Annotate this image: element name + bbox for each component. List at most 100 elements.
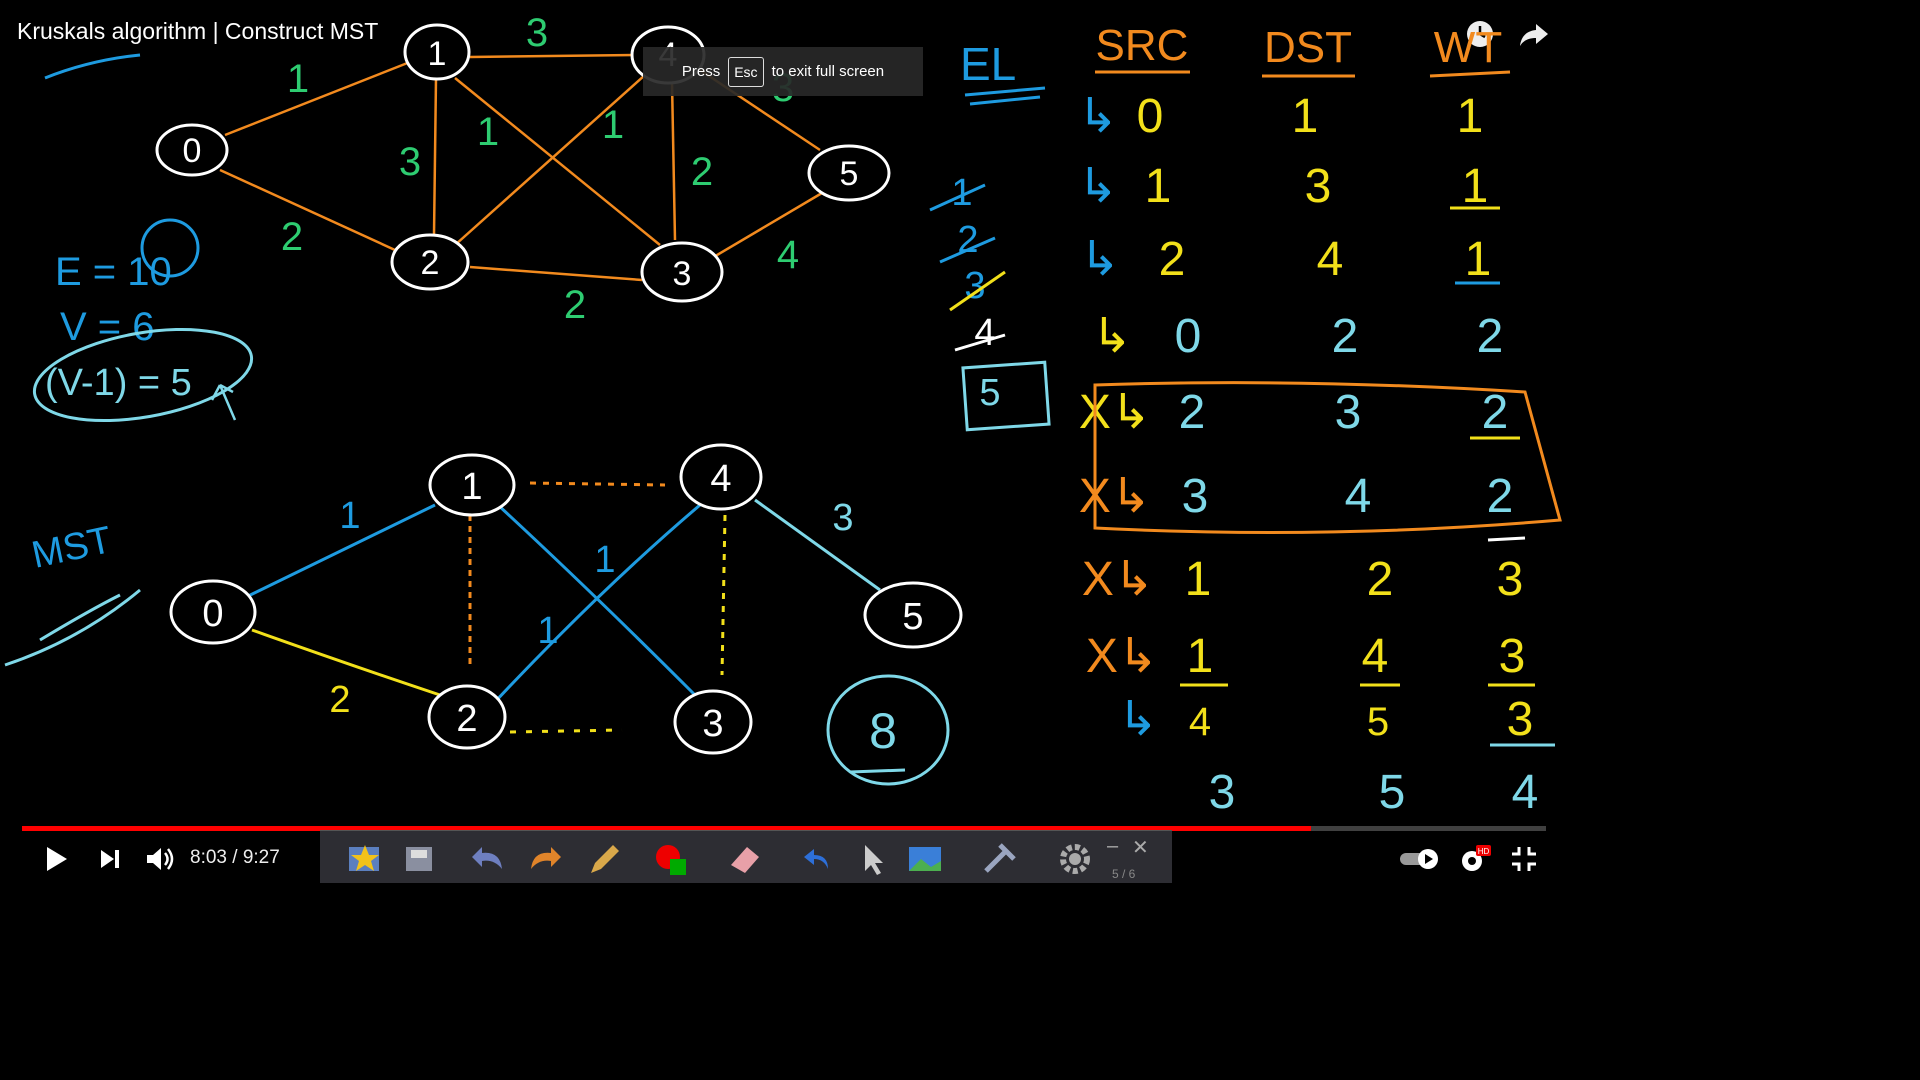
row-wt: 3 xyxy=(1499,630,1526,683)
row-src: 3 xyxy=(1209,766,1236,819)
row-wt: 1 xyxy=(1465,233,1492,286)
pen-tool-icon[interactable] xyxy=(585,841,625,877)
edge-weight: 2 xyxy=(564,283,586,327)
row-src: 1 xyxy=(1187,630,1214,683)
mst-total-circle xyxy=(826,674,950,786)
autoplay-toggle[interactable] xyxy=(1398,841,1442,877)
edge-weight: 3 xyxy=(399,140,421,184)
row-dst: 4 xyxy=(1362,630,1389,683)
top-node-2 xyxy=(390,233,470,291)
minimize-icon[interactable]: – xyxy=(1107,835,1119,857)
eraser-tool-icon[interactable] xyxy=(725,841,765,877)
mst-edge-weight: 1 xyxy=(339,495,360,537)
row-dst: 2 xyxy=(1367,553,1394,606)
edge-weight: 2 xyxy=(691,150,713,194)
row-dst: 5 xyxy=(1367,700,1389,744)
redo-arrow-icon[interactable] xyxy=(525,841,565,877)
drawing-toolbar: – ✕ 5 / 6 xyxy=(320,830,1172,883)
mst-node-4 xyxy=(679,443,763,511)
squiggle-top-left xyxy=(44,53,141,80)
color-picker-icon[interactable] xyxy=(652,841,692,877)
counter-item: 5 xyxy=(979,372,1000,414)
row-dst: 2 xyxy=(1332,310,1359,363)
row-wt: 3 xyxy=(1507,693,1534,746)
note-v: V = 6 xyxy=(60,305,155,349)
next-icon[interactable] xyxy=(92,841,128,877)
highlight-box xyxy=(1093,381,1562,534)
mst-label: MST xyxy=(28,519,115,577)
top-node-label: 0 xyxy=(183,132,202,170)
mst-node-label: 2 xyxy=(456,698,477,740)
image-tool-icon[interactable] xyxy=(905,841,945,877)
row-src: 3 xyxy=(1182,470,1209,523)
row-mark: ↳ xyxy=(1078,160,1118,213)
edge-list-label: EL xyxy=(960,38,1016,90)
edge-weight: 4 xyxy=(777,233,799,277)
row-wt: 2 xyxy=(1482,386,1509,439)
row-src: 2 xyxy=(1159,233,1186,286)
mst-squiggle xyxy=(4,588,141,667)
row-mark: ↳ xyxy=(1078,90,1118,143)
mst-node-label: 3 xyxy=(702,703,723,745)
header-dst: DST xyxy=(1264,23,1352,72)
undo-arrow-icon[interactable] xyxy=(470,841,510,877)
esc-key: Esc xyxy=(728,56,764,87)
fullscreen-toast: Press Esc to exit full screen xyxy=(643,47,923,96)
tools-icon[interactable] xyxy=(980,841,1020,877)
mst-total: 8 xyxy=(869,703,897,759)
note-e: E = 10 xyxy=(55,250,172,294)
top-node-label: 1 xyxy=(428,35,447,73)
toast-message: to exit full screen xyxy=(771,63,885,80)
row-dst: 5 xyxy=(1379,766,1406,819)
row-src: 1 xyxy=(1185,553,1212,606)
counter-item: 1 xyxy=(951,172,972,214)
top-right-actions xyxy=(1464,18,1550,50)
star-tool-icon[interactable] xyxy=(345,841,385,877)
edge-list-rows: ↳ 0 1 1 ↳ 1 3 1 ↳ 2 4 1 ↳ 0 2 2 X↳ 2 3 2… xyxy=(1078,90,1538,819)
total-underline xyxy=(849,768,906,774)
row-wt: 3 xyxy=(1497,553,1524,606)
e-circle xyxy=(140,218,200,278)
edge-weight: 1 xyxy=(602,103,624,147)
settings-hd-icon[interactable]: HD xyxy=(1456,841,1492,877)
header-wt: WT xyxy=(1434,23,1502,72)
mst-edge-weight: 2 xyxy=(329,679,350,721)
row-wt: 1 xyxy=(1462,160,1489,213)
row-dst: 4 xyxy=(1317,233,1344,286)
mst-edges xyxy=(239,481,881,734)
row-mark: ↳ xyxy=(1118,693,1158,746)
exit-fullscreen-icon[interactable] xyxy=(1506,841,1542,877)
edge-weight: 3 xyxy=(526,11,548,55)
arrow-mark xyxy=(210,383,237,421)
undo-icon[interactable] xyxy=(798,841,838,877)
counter-item: 4 xyxy=(974,312,995,354)
row-dst: 3 xyxy=(1305,160,1332,213)
watch-later-icon[interactable] xyxy=(1464,18,1496,50)
mst-node-label: 1 xyxy=(461,466,482,508)
progress-bar[interactable] xyxy=(22,826,1546,831)
row-mark: ↳ xyxy=(1080,233,1120,286)
el-underline xyxy=(964,86,1046,106)
save-tool-icon[interactable] xyxy=(400,841,440,877)
gear-icon[interactable] xyxy=(1055,841,1095,877)
video-title[interactable]: Kruskals algorithm | Construct MST xyxy=(17,18,379,44)
close-icon[interactable]: ✕ xyxy=(1132,837,1149,859)
v-minus-one-oval xyxy=(32,327,254,423)
share-icon[interactable] xyxy=(1518,18,1550,50)
mst-node-0 xyxy=(169,579,257,645)
counter-item: 2 xyxy=(957,219,978,261)
pointer-tool-icon[interactable] xyxy=(855,841,895,877)
top-node-3 xyxy=(640,241,724,303)
top-node-1 xyxy=(403,23,471,81)
play-icon[interactable] xyxy=(38,841,74,877)
top-node-5 xyxy=(807,144,891,202)
mst-edge-weight: 1 xyxy=(594,539,615,581)
top-node-0 xyxy=(155,123,229,177)
row-mark: ↳ xyxy=(1092,310,1132,363)
mst-node-label: 5 xyxy=(902,596,923,638)
row-mark: X↳ xyxy=(1082,553,1154,606)
svg-text:HD: HD xyxy=(1478,847,1490,856)
note-v-minus-one: (V-1) = 5 xyxy=(45,362,192,404)
volume-icon[interactable] xyxy=(142,841,178,877)
whiteboard: 0 1 4 5 2 3 1 3 3 1 1 2 3 2 2 4 E = 10 V… xyxy=(4,11,1562,819)
